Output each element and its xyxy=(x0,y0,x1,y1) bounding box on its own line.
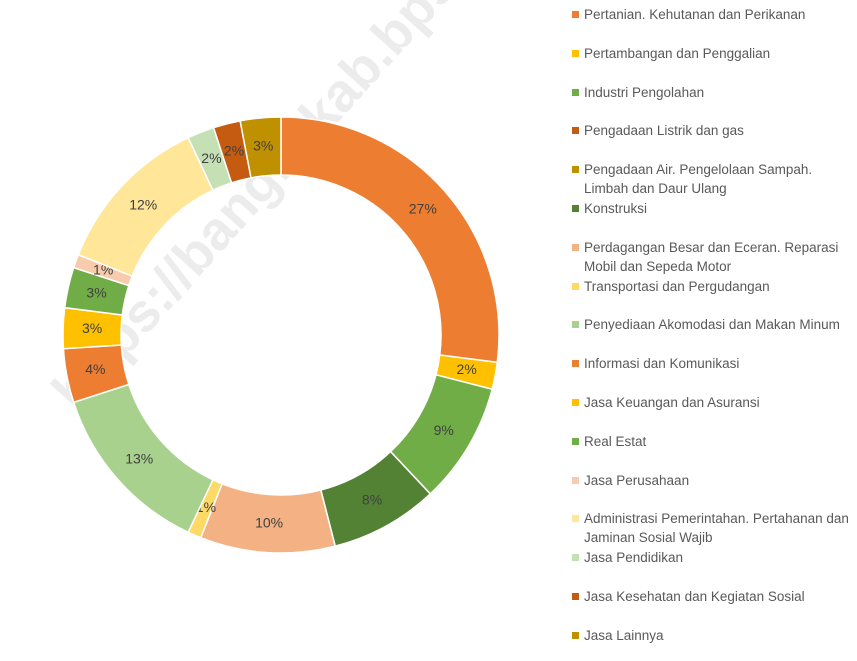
legend-swatch xyxy=(572,437,579,445)
data-label: 3% xyxy=(86,284,106,300)
legend-item: Real Estat xyxy=(572,432,852,451)
legend-label: Jasa Pendidikan xyxy=(584,550,684,566)
legend-item: Pengadaan Listrik dan gas xyxy=(572,121,852,140)
legend-item: Informasi dan Komunikasi xyxy=(572,354,852,373)
legend-item: Administrasi Pemerintahan. Pertahanan da… xyxy=(572,509,852,547)
legend-label: Transportasi dan Pergudangan xyxy=(584,278,770,294)
legend-label: Pertanian. Kehutanan dan Perikanan xyxy=(584,7,806,22)
legend-swatch xyxy=(572,243,579,251)
legend-label: Pengadaan Air. Pengelolaan Sampah. Limba… xyxy=(584,162,813,197)
data-label: 9% xyxy=(434,422,454,438)
legend-label: Jasa Perusahaan xyxy=(584,472,690,488)
legend-swatch xyxy=(572,127,579,135)
legend-label: Real Estat xyxy=(584,433,647,449)
legend-swatch xyxy=(572,360,579,368)
legend-item: Transportasi dan Pergudangan xyxy=(572,277,852,296)
data-label: 4% xyxy=(85,361,105,377)
legend-item: Pengadaan Air. Pengelolaan Sampah. Limba… xyxy=(572,160,852,198)
legend-item: Penyediaan Akomodasi dan Makan Minum xyxy=(572,315,852,334)
legend-swatch xyxy=(572,631,579,639)
legend-item: Pertambangan dan Penggalian xyxy=(572,44,852,63)
legend-label: Perdagangan Besar dan Eceran. Reparasi M… xyxy=(584,239,839,274)
legend-swatch xyxy=(572,515,579,523)
legend-swatch xyxy=(572,476,579,484)
legend-item: Pertanian. Kehutanan dan Perikanan xyxy=(572,5,852,24)
legend-swatch xyxy=(572,399,579,406)
legend-swatch xyxy=(572,554,579,562)
legend-label: Informasi dan Komunikasi xyxy=(584,356,740,372)
data-label: 10% xyxy=(255,514,283,530)
legend-swatch xyxy=(572,49,579,57)
legend-label: Pengadaan Listrik dan gas xyxy=(584,123,744,139)
legend-item: Perdagangan Besar dan Eceran. Reparasi M… xyxy=(572,238,852,276)
legend-label: Industri Pengolahan xyxy=(584,84,705,100)
legend-label: Administrasi Pemerintahan. Pertahanan da… xyxy=(584,511,849,546)
donut-segment xyxy=(239,116,282,179)
legend-item: Jasa Perusahaan xyxy=(572,471,852,490)
data-label: 3% xyxy=(253,138,273,154)
data-label: 2% xyxy=(201,150,221,166)
donut-segment xyxy=(280,116,500,364)
legend-label: Penyediaan Akomodasi dan Makan Minum xyxy=(584,317,840,333)
legend-label: Jasa Keuangan dan Asuransi xyxy=(584,395,760,410)
legend-item: Jasa Kesehatan dan Kegiatan Sosial xyxy=(572,587,852,606)
legend-label: Jasa Lainnya xyxy=(584,627,664,643)
legend-swatch xyxy=(572,282,579,290)
legend-item: Industri Pengolahan xyxy=(572,83,852,102)
legend-swatch xyxy=(572,11,579,18)
data-label: 2% xyxy=(224,143,244,159)
legend-swatch xyxy=(572,593,579,600)
legend-item: Konstruksi xyxy=(572,199,852,218)
legend-label: Konstruksi xyxy=(584,201,648,216)
data-label: 2% xyxy=(457,361,477,377)
chart: 27%2%9%0%0%8%10%1%13%4%3%3%1%12%2%2%3% xyxy=(62,116,500,554)
data-label: 13% xyxy=(125,451,153,467)
legend-item: Jasa Pendidikan xyxy=(572,548,852,567)
legend-swatch xyxy=(572,166,579,174)
data-label: 27% xyxy=(409,201,437,217)
legend-item: Jasa Keuangan dan Asuransi xyxy=(572,393,852,412)
legend-label: Jasa Kesehatan dan Kegiatan Sosial xyxy=(584,589,805,604)
data-label: 3% xyxy=(82,320,102,336)
legend-swatch xyxy=(572,88,579,96)
legend-swatch xyxy=(572,205,579,212)
data-label: 12% xyxy=(129,196,157,212)
data-label: 8% xyxy=(362,491,382,507)
legend-swatch xyxy=(572,321,579,329)
legend-label: Pertambangan dan Penggalian xyxy=(584,45,771,61)
legend-item: Jasa Lainnya xyxy=(572,626,852,645)
